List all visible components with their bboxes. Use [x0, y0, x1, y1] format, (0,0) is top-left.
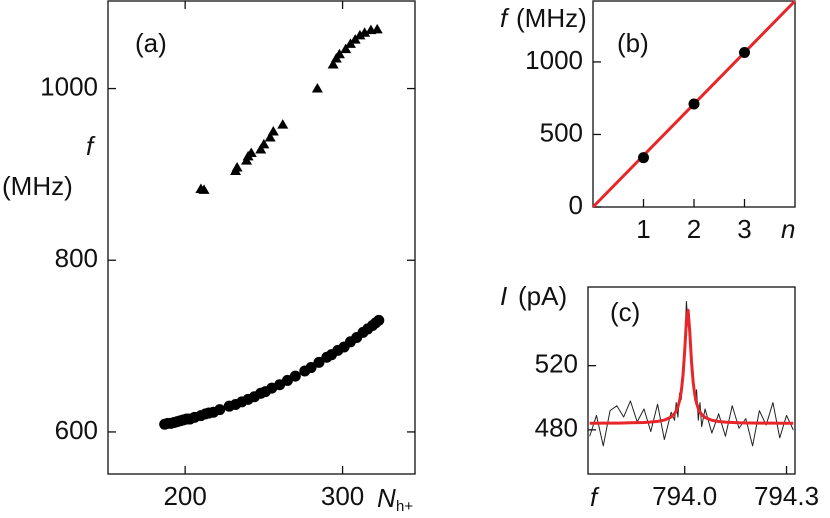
x-tick-label: 1: [636, 214, 650, 244]
data-point: [327, 59, 339, 69]
x-axis-label: N: [377, 483, 396, 513]
x-axis-subscript: h+: [396, 498, 413, 515]
y-tick-label: 800: [55, 243, 98, 273]
data-point: [264, 131, 276, 142]
y-tick-label: 500: [540, 117, 583, 147]
y-axis-unit: (pA): [518, 281, 567, 311]
plot-frame: [107, 0, 416, 475]
y-axis-label: f: [86, 131, 96, 161]
y-tick-label: 480: [535, 413, 578, 443]
x-tick-label: 3: [737, 214, 751, 244]
y-tick-label: 520: [535, 349, 578, 379]
y-axis-unit: (MHz): [516, 3, 587, 33]
data-point: [258, 138, 270, 149]
data-point: [289, 370, 301, 382]
y-axis-label: f: [500, 3, 510, 33]
data-point: [277, 119, 289, 129]
data-line: [589, 308, 794, 425]
data-point: [245, 147, 257, 157]
data-point: [371, 23, 383, 34]
x-tick-label: 2: [687, 214, 701, 244]
y-tick-label: 1000: [40, 71, 98, 101]
panel-label: (c): [610, 297, 640, 327]
plot-frame: [587, 286, 796, 475]
data-point: [198, 184, 210, 194]
data-point: [214, 404, 226, 416]
y-tick-label: 0: [569, 190, 583, 220]
data-point: [354, 29, 366, 40]
data-point: [739, 47, 750, 58]
x-axis-label: n: [781, 214, 795, 244]
data-point: [688, 98, 700, 110]
y-tick-label: 1000: [525, 45, 583, 75]
x-tick-label: 794.3: [754, 481, 819, 511]
y-tick-label: 600: [55, 415, 98, 445]
x-tick-label: 794.0: [652, 481, 717, 511]
data-point: [359, 27, 371, 37]
x-tick-label: 300: [321, 481, 364, 511]
x-axis-label: f: [590, 482, 600, 512]
data-point: [267, 125, 279, 136]
data-point: [255, 144, 267, 154]
data-point: [638, 152, 649, 164]
panel-label: (b): [617, 28, 649, 58]
y-axis-label: I: [500, 281, 507, 311]
data-point: [313, 356, 325, 368]
data-point: [373, 314, 385, 326]
y-axis-unit: (MHz): [2, 171, 73, 201]
data-point: [305, 362, 317, 374]
data-point: [333, 48, 345, 59]
x-tick-label: 200: [163, 481, 206, 511]
data-point: [231, 162, 243, 172]
panel-label: (a): [135, 28, 167, 58]
data-point: [340, 43, 352, 54]
data-point: [311, 83, 323, 93]
